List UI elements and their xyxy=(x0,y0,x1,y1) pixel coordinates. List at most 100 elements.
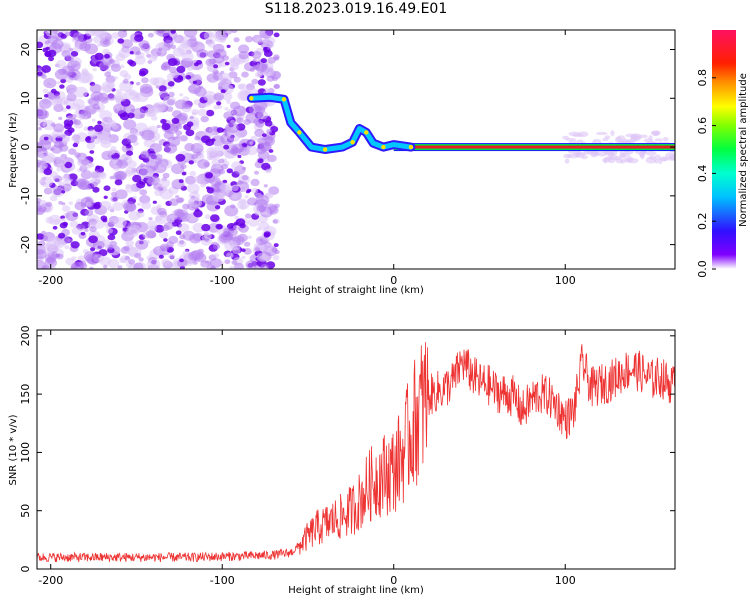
noise-blob xyxy=(175,153,186,162)
noise-blob xyxy=(220,133,235,145)
colorbar-tick-label: 0.4 xyxy=(696,165,709,183)
noise-blob xyxy=(90,91,104,102)
noise-blob xyxy=(186,183,200,194)
noise-blob xyxy=(67,60,81,72)
ridge-point xyxy=(297,130,302,135)
noise-blob xyxy=(265,168,272,174)
noise-blob xyxy=(161,123,171,131)
spectrogram-y-axis-label: Frequency (Hz) xyxy=(8,112,19,188)
noise-blob xyxy=(111,187,117,192)
noise-blob xyxy=(645,151,657,156)
noise-blob xyxy=(70,50,79,57)
noise-blob xyxy=(52,225,58,230)
noise-blob xyxy=(139,167,154,179)
noise-blob xyxy=(159,188,174,200)
noise-blob xyxy=(60,217,66,222)
noise-blob xyxy=(207,50,217,58)
noise-blob xyxy=(138,70,147,77)
noise-blob xyxy=(212,192,225,203)
noise-blob xyxy=(125,143,132,149)
snr-x-tick-label: -200 xyxy=(38,574,63,587)
noise-blob xyxy=(40,162,48,169)
noise-blob xyxy=(189,233,202,244)
noise-blob xyxy=(118,48,130,59)
noise-blob xyxy=(257,150,270,160)
noise-blob xyxy=(94,30,108,38)
noise-blob xyxy=(37,118,48,127)
noise-blob xyxy=(206,264,216,269)
noise-blob xyxy=(224,259,231,265)
noise-blob xyxy=(243,241,251,247)
noise-blob xyxy=(93,124,104,132)
noise-blob xyxy=(264,36,276,46)
noise-blob xyxy=(216,127,224,133)
noise-blob xyxy=(59,222,68,229)
noise-blob xyxy=(271,247,278,253)
noise-blob xyxy=(213,253,220,258)
noise-blob xyxy=(247,217,260,227)
noise-blob xyxy=(110,195,119,203)
noise-blob xyxy=(246,146,258,156)
noise-blob xyxy=(176,197,184,204)
noise-blob xyxy=(201,223,211,232)
noise-blob xyxy=(47,49,57,58)
noise-blob xyxy=(168,66,177,74)
noise-blob xyxy=(37,41,44,49)
noise-blob xyxy=(247,188,252,193)
noise-blob xyxy=(179,240,185,245)
noise-blob xyxy=(263,46,268,51)
noise-blob xyxy=(103,264,108,269)
noise-blob xyxy=(102,218,108,223)
noise-blob xyxy=(85,202,92,207)
noise-blob xyxy=(213,31,227,43)
noise-blob xyxy=(127,112,135,119)
noise-blob xyxy=(107,206,114,212)
noise-blob xyxy=(37,71,43,76)
noise-blob xyxy=(50,88,57,94)
noise-blob xyxy=(254,170,259,175)
noise-blob xyxy=(209,176,221,186)
noise-blob xyxy=(124,255,130,261)
noise-blob xyxy=(157,204,162,208)
noise-blob xyxy=(233,225,239,230)
noise-blob xyxy=(241,248,246,252)
noise-blob xyxy=(55,81,61,85)
snr-x-tick-label: -100 xyxy=(210,574,235,587)
noise-blob xyxy=(168,253,176,259)
noise-blob xyxy=(111,32,120,39)
noise-blob xyxy=(564,158,570,164)
noise-blob xyxy=(189,115,194,120)
noise-blob xyxy=(122,79,129,84)
noise-blob xyxy=(231,193,238,199)
snr-x-axis-label: Height of straight line (km) xyxy=(288,585,424,596)
noise-blob xyxy=(196,60,203,65)
noise-blob xyxy=(238,198,247,205)
noise-blob xyxy=(155,107,163,113)
noise-blob xyxy=(185,75,192,80)
noise-blob xyxy=(178,179,184,184)
noise-blob xyxy=(106,228,113,234)
noise-blob xyxy=(188,83,202,95)
noise-blob xyxy=(85,30,96,37)
noise-blob xyxy=(112,202,124,211)
noise-blob xyxy=(108,58,115,64)
noise-blob xyxy=(61,174,71,182)
noise-blob xyxy=(101,84,113,94)
noise-blob xyxy=(213,104,220,110)
noise-blob xyxy=(257,158,264,163)
noise-blob xyxy=(158,90,169,99)
snr-y-axis-label: SNR (10 * v/v) xyxy=(8,414,19,485)
noise-blob xyxy=(63,100,68,105)
noise-blob xyxy=(114,92,127,102)
noise-blob xyxy=(152,200,157,204)
noise-blob xyxy=(49,195,58,202)
noise-blob xyxy=(257,79,266,86)
noise-blob xyxy=(243,119,251,125)
noise-blob xyxy=(48,56,54,62)
noise-blob xyxy=(37,260,46,269)
noise-blob xyxy=(64,31,72,37)
noise-blob xyxy=(67,127,75,133)
noise-blob xyxy=(214,48,227,59)
noise-blob xyxy=(129,60,137,67)
noise-blob xyxy=(177,75,183,80)
